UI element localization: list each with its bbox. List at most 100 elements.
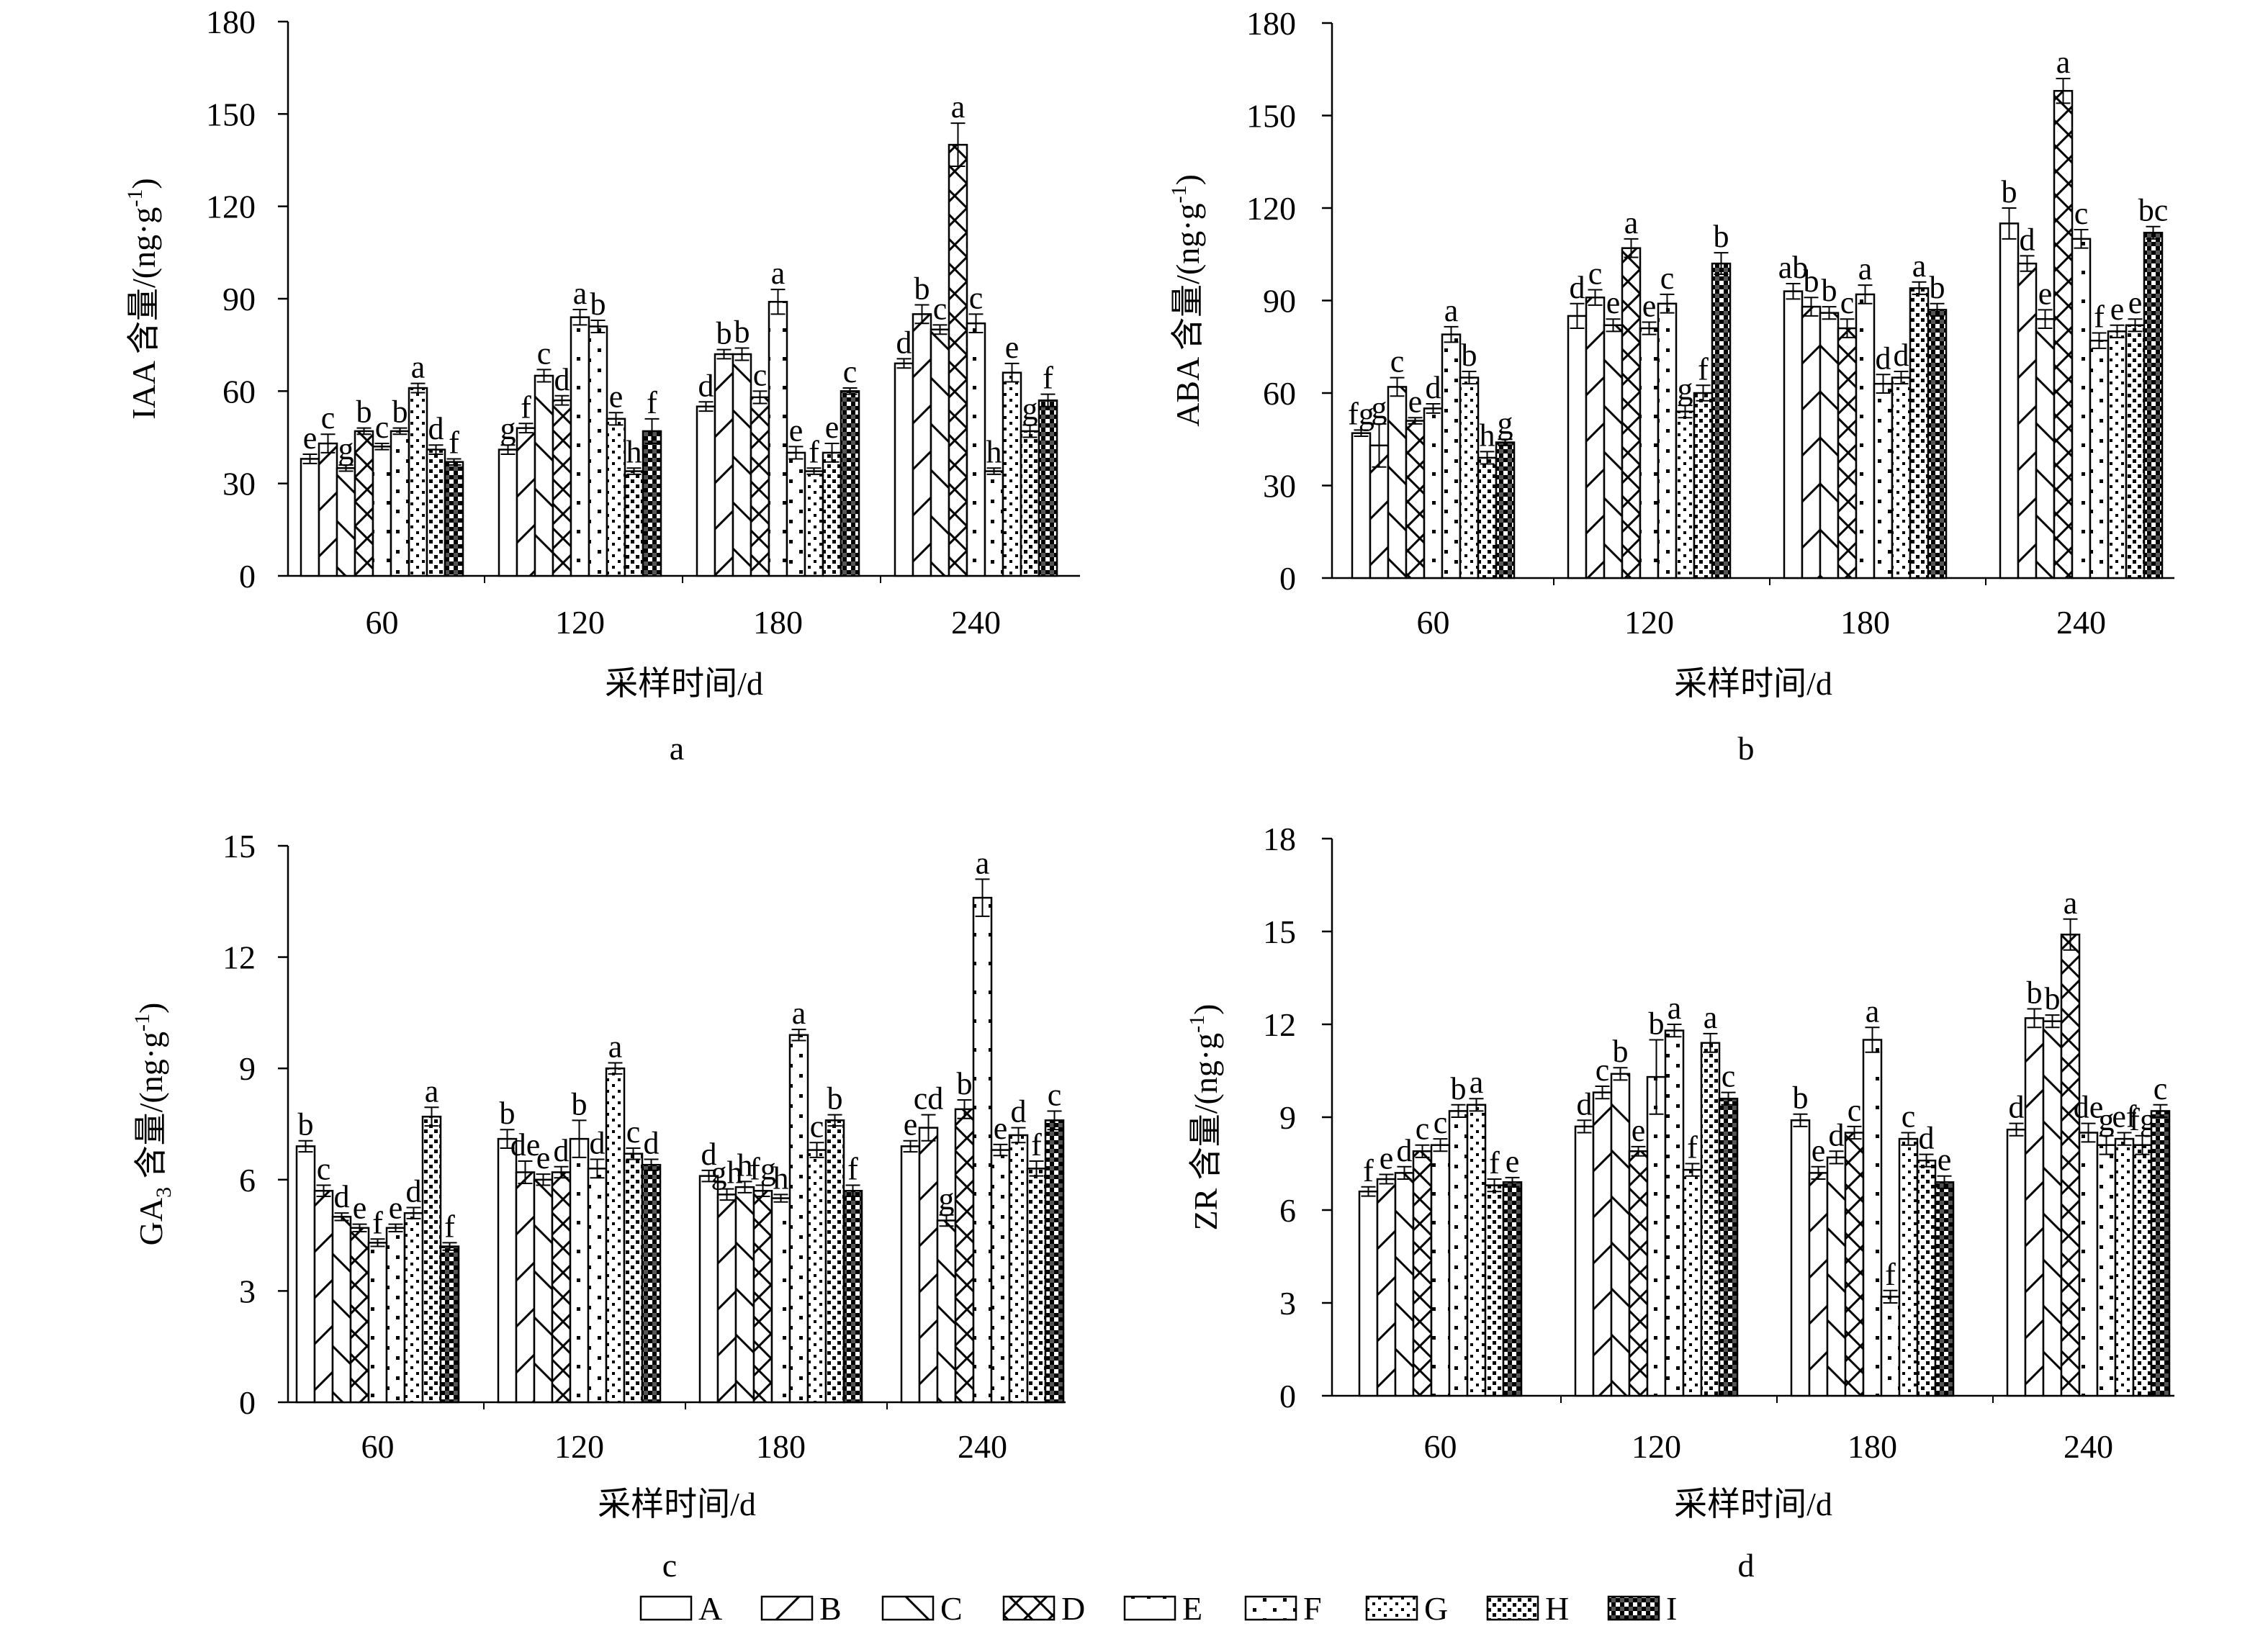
bar-f	[587, 1168, 608, 1404]
bar-f	[1880, 1296, 1901, 1397]
bar-f	[990, 1149, 1011, 1404]
significance-letter: d	[701, 1137, 717, 1172]
y-tick-label: 15	[1263, 913, 1296, 950]
y-tick-label: 12	[222, 939, 256, 976]
significance-letter: f	[1687, 1130, 1698, 1165]
legend-swatch-c	[881, 1595, 935, 1621]
bar-f	[1448, 1110, 1469, 1397]
significance-letter: a	[2064, 885, 2078, 921]
significance-letter: e	[1380, 1141, 1394, 1176]
bar-c	[2042, 1020, 2063, 1397]
significance-letter: ab	[1778, 250, 1809, 285]
y-tick-label: 60	[222, 373, 256, 410]
significance-letter: d	[1919, 1121, 1935, 1156]
bar-c	[930, 328, 950, 577]
y-tick-label: 12	[1263, 1006, 1296, 1043]
bar-d	[1837, 327, 1858, 579]
significance-letter: d	[698, 368, 714, 403]
significance-letter: b	[2002, 174, 2017, 209]
significance-letter: a	[1866, 993, 1880, 1029]
y-axis-label: ZR 含量/(ng·g-1)	[1185, 1003, 1224, 1230]
significance-letter: b	[1451, 1071, 1467, 1106]
significance-letter: c	[1660, 261, 1675, 296]
significance-letter: e	[303, 420, 318, 456]
bar-i	[642, 430, 662, 577]
bar-c	[1387, 386, 1408, 579]
x-tick-label: 180	[753, 604, 803, 641]
significance-letter: b	[1804, 263, 1819, 299]
significance-letter: e	[1632, 1113, 1646, 1148]
significance-letter: a	[771, 256, 786, 291]
significance-letter: c	[1390, 344, 1405, 379]
bar-a	[1783, 290, 1804, 579]
y-tick-label: 9	[1279, 1099, 1296, 1136]
bar-i	[1044, 1119, 1065, 1404]
significance-letter: a	[1668, 991, 1682, 1026]
legend-label: A	[698, 1590, 722, 1627]
bar-d	[948, 143, 968, 577]
bar-e	[2078, 1132, 2099, 1397]
significance-letter: f	[444, 1209, 455, 1244]
significance-letter: b	[2045, 981, 2061, 1016]
significance-letter: d	[1570, 270, 1585, 305]
bar-a	[696, 405, 716, 577]
significance-letter: g	[939, 1181, 955, 1217]
x-tick-label: 180	[756, 1428, 806, 1465]
significance-letter: f	[372, 1205, 383, 1240]
significance-letter: b	[572, 1086, 588, 1122]
bar-h	[426, 448, 446, 577]
significance-letter: g	[1498, 405, 1513, 441]
bar-h	[421, 1115, 442, 1404]
significance-letter: g	[1678, 371, 1693, 407]
significance-letter: de	[510, 1127, 541, 1163]
significance-letter: c	[626, 1114, 641, 1150]
significance-letter: b	[957, 1066, 973, 1101]
legend-label: C	[940, 1590, 963, 1627]
significance-letter: f	[1363, 1153, 1374, 1188]
bar-i	[1927, 309, 1948, 579]
bar-f	[1873, 382, 1894, 579]
bar-g	[1459, 376, 1480, 579]
significance-letter: c	[969, 280, 984, 315]
significance-letter: b	[1649, 1006, 1665, 1042]
bar-a	[1351, 432, 1372, 579]
x-tick-label: 240	[958, 1428, 1007, 1465]
significance-letter: d	[554, 362, 570, 397]
significance-letter: f	[809, 434, 819, 469]
bar-f	[984, 470, 1004, 577]
significance-letter: c	[537, 335, 552, 371]
bar-h	[1909, 287, 1930, 579]
bar-d	[1621, 247, 1642, 579]
legend-swatch-h	[1486, 1595, 1539, 1621]
x-tick-label: 120	[555, 604, 605, 641]
significance-letter: f	[2094, 299, 2105, 334]
significance-letter: e	[994, 1111, 1008, 1146]
legend-swatch-f	[1244, 1595, 1297, 1621]
significance-letter: e	[1408, 384, 1423, 419]
significance-letter: fg	[750, 1152, 776, 1187]
significance-letter: f	[1698, 351, 1709, 387]
bar-d	[552, 399, 572, 577]
bar-i	[1038, 399, 1058, 577]
significance-letter: b	[716, 316, 732, 351]
significance-letter: d	[590, 1125, 606, 1160]
bar-b	[1585, 296, 1606, 579]
bar-h	[623, 1152, 644, 1404]
significance-letter: c	[843, 354, 858, 389]
significance-letter: ef	[2112, 1099, 2137, 1134]
bar-c	[1603, 324, 1624, 579]
y-tick-label: 30	[1263, 468, 1296, 505]
bar-a	[894, 362, 914, 577]
y-tick-label: 3	[239, 1273, 256, 1309]
legend-label: H	[1545, 1590, 1569, 1627]
y-tick-label: 180	[206, 4, 256, 40]
bar-g	[2114, 1137, 2135, 1397]
significance-letter: d	[1397, 1133, 1413, 1168]
bar-a	[698, 1175, 719, 1404]
significance-letter: a	[1858, 251, 1873, 286]
significance-letter: fg	[1348, 396, 1374, 431]
bar-g	[1891, 376, 1912, 579]
bar-h	[1020, 430, 1040, 577]
